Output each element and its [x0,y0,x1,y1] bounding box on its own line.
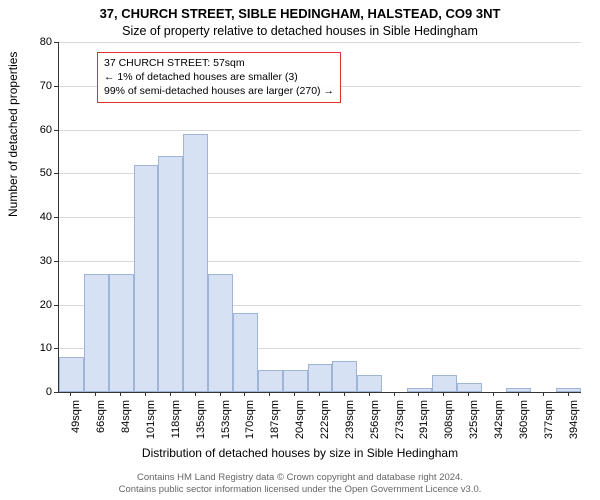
histogram-bar [332,361,357,392]
y-tick-label: 40 [22,211,52,223]
x-tick-mark [319,392,320,396]
x-tick-label: 325sqm [468,400,480,450]
x-tick-mark [145,392,146,396]
info-box-line: 99% of semi-detached houses are larger (… [104,84,334,98]
y-tick-label: 0 [22,386,52,398]
x-tick-label: 222sqm [319,400,331,450]
footer-attribution: Contains HM Land Registry data © Crown c… [0,472,600,496]
x-tick-label: 273sqm [394,400,406,450]
x-tick-label: 101sqm [145,400,157,450]
histogram-bar [407,388,432,392]
x-tick-label: 118sqm [170,400,182,450]
x-tick-label: 135sqm [195,400,207,450]
x-tick-label: 377sqm [543,400,555,450]
x-tick-mark [418,392,419,396]
x-tick-mark [493,392,494,396]
y-tick-label: 20 [22,299,52,311]
y-tick-label: 80 [22,36,52,48]
x-tick-label: 187sqm [269,400,281,450]
histogram-bar [109,274,134,392]
chart-title-main: 37, CHURCH STREET, SIBLE HEDINGHAM, HALS… [0,6,600,21]
histogram-bar [432,375,457,393]
histogram-bar [506,388,531,392]
histogram-bar [258,370,283,392]
y-tick-mark [54,392,58,393]
grid-line [59,42,581,43]
y-tick-mark [54,130,58,131]
x-tick-label: 291sqm [418,400,430,450]
x-tick-mark [95,392,96,396]
x-tick-label: 84sqm [120,400,132,450]
histogram-bar [556,388,581,392]
y-tick-label: 10 [22,342,52,354]
x-tick-mark [120,392,121,396]
histogram-bar [158,156,183,392]
x-tick-mark [70,392,71,396]
x-tick-mark [443,392,444,396]
y-tick-label: 70 [22,80,52,92]
footer-line1: Contains HM Land Registry data © Crown c… [137,472,463,483]
histogram-bar [308,364,333,392]
x-tick-label: 394sqm [568,400,580,450]
y-tick-mark [54,217,58,218]
x-tick-label: 239sqm [344,400,356,450]
x-tick-label: 256sqm [369,400,381,450]
y-tick-mark [54,261,58,262]
y-tick-mark [54,173,58,174]
y-tick-mark [54,86,58,87]
chart-title-sub: Size of property relative to detached ho… [0,24,600,38]
x-tick-mark [220,392,221,396]
x-tick-mark [369,392,370,396]
info-box-line: 37 CHURCH STREET: 57sqm [104,56,334,70]
plot-area: 37 CHURCH STREET: 57sqm← 1% of detached … [58,42,581,393]
grid-line [59,130,581,131]
x-tick-label: 170sqm [244,400,256,450]
histogram-bar [457,383,482,392]
y-tick-label: 60 [22,124,52,136]
histogram-bar [233,313,258,392]
y-tick-mark [54,42,58,43]
x-tick-mark [269,392,270,396]
y-tick-label: 50 [22,167,52,179]
x-tick-mark [568,392,569,396]
histogram-bar [134,165,159,393]
histogram-bar [59,357,84,392]
x-tick-mark [195,392,196,396]
x-tick-mark [543,392,544,396]
x-tick-mark [468,392,469,396]
info-box: 37 CHURCH STREET: 57sqm← 1% of detached … [97,52,341,103]
x-tick-label: 153sqm [220,400,232,450]
x-tick-mark [170,392,171,396]
y-tick-label: 30 [22,255,52,267]
x-tick-mark [518,392,519,396]
y-tick-mark [54,305,58,306]
histogram-bar [84,274,109,392]
x-tick-mark [344,392,345,396]
x-tick-label: 49sqm [70,400,82,450]
x-tick-mark [394,392,395,396]
info-box-line: ← 1% of detached houses are smaller (3) [104,70,334,84]
x-tick-mark [294,392,295,396]
histogram-bar [283,370,308,392]
x-tick-label: 308sqm [443,400,455,450]
y-axis-label: Number of detached properties [6,52,20,217]
histogram-bar [183,134,208,392]
histogram-bar [208,274,233,392]
histogram-bar [357,375,382,393]
y-tick-mark [54,348,58,349]
chart-page: 37, CHURCH STREET, SIBLE HEDINGHAM, HALS… [0,0,600,500]
x-tick-mark [244,392,245,396]
x-tick-label: 342sqm [493,400,505,450]
x-tick-label: 204sqm [294,400,306,450]
footer-line2: Contains public sector information licen… [119,484,482,495]
x-tick-label: 66sqm [95,400,107,450]
x-tick-label: 360sqm [518,400,530,450]
